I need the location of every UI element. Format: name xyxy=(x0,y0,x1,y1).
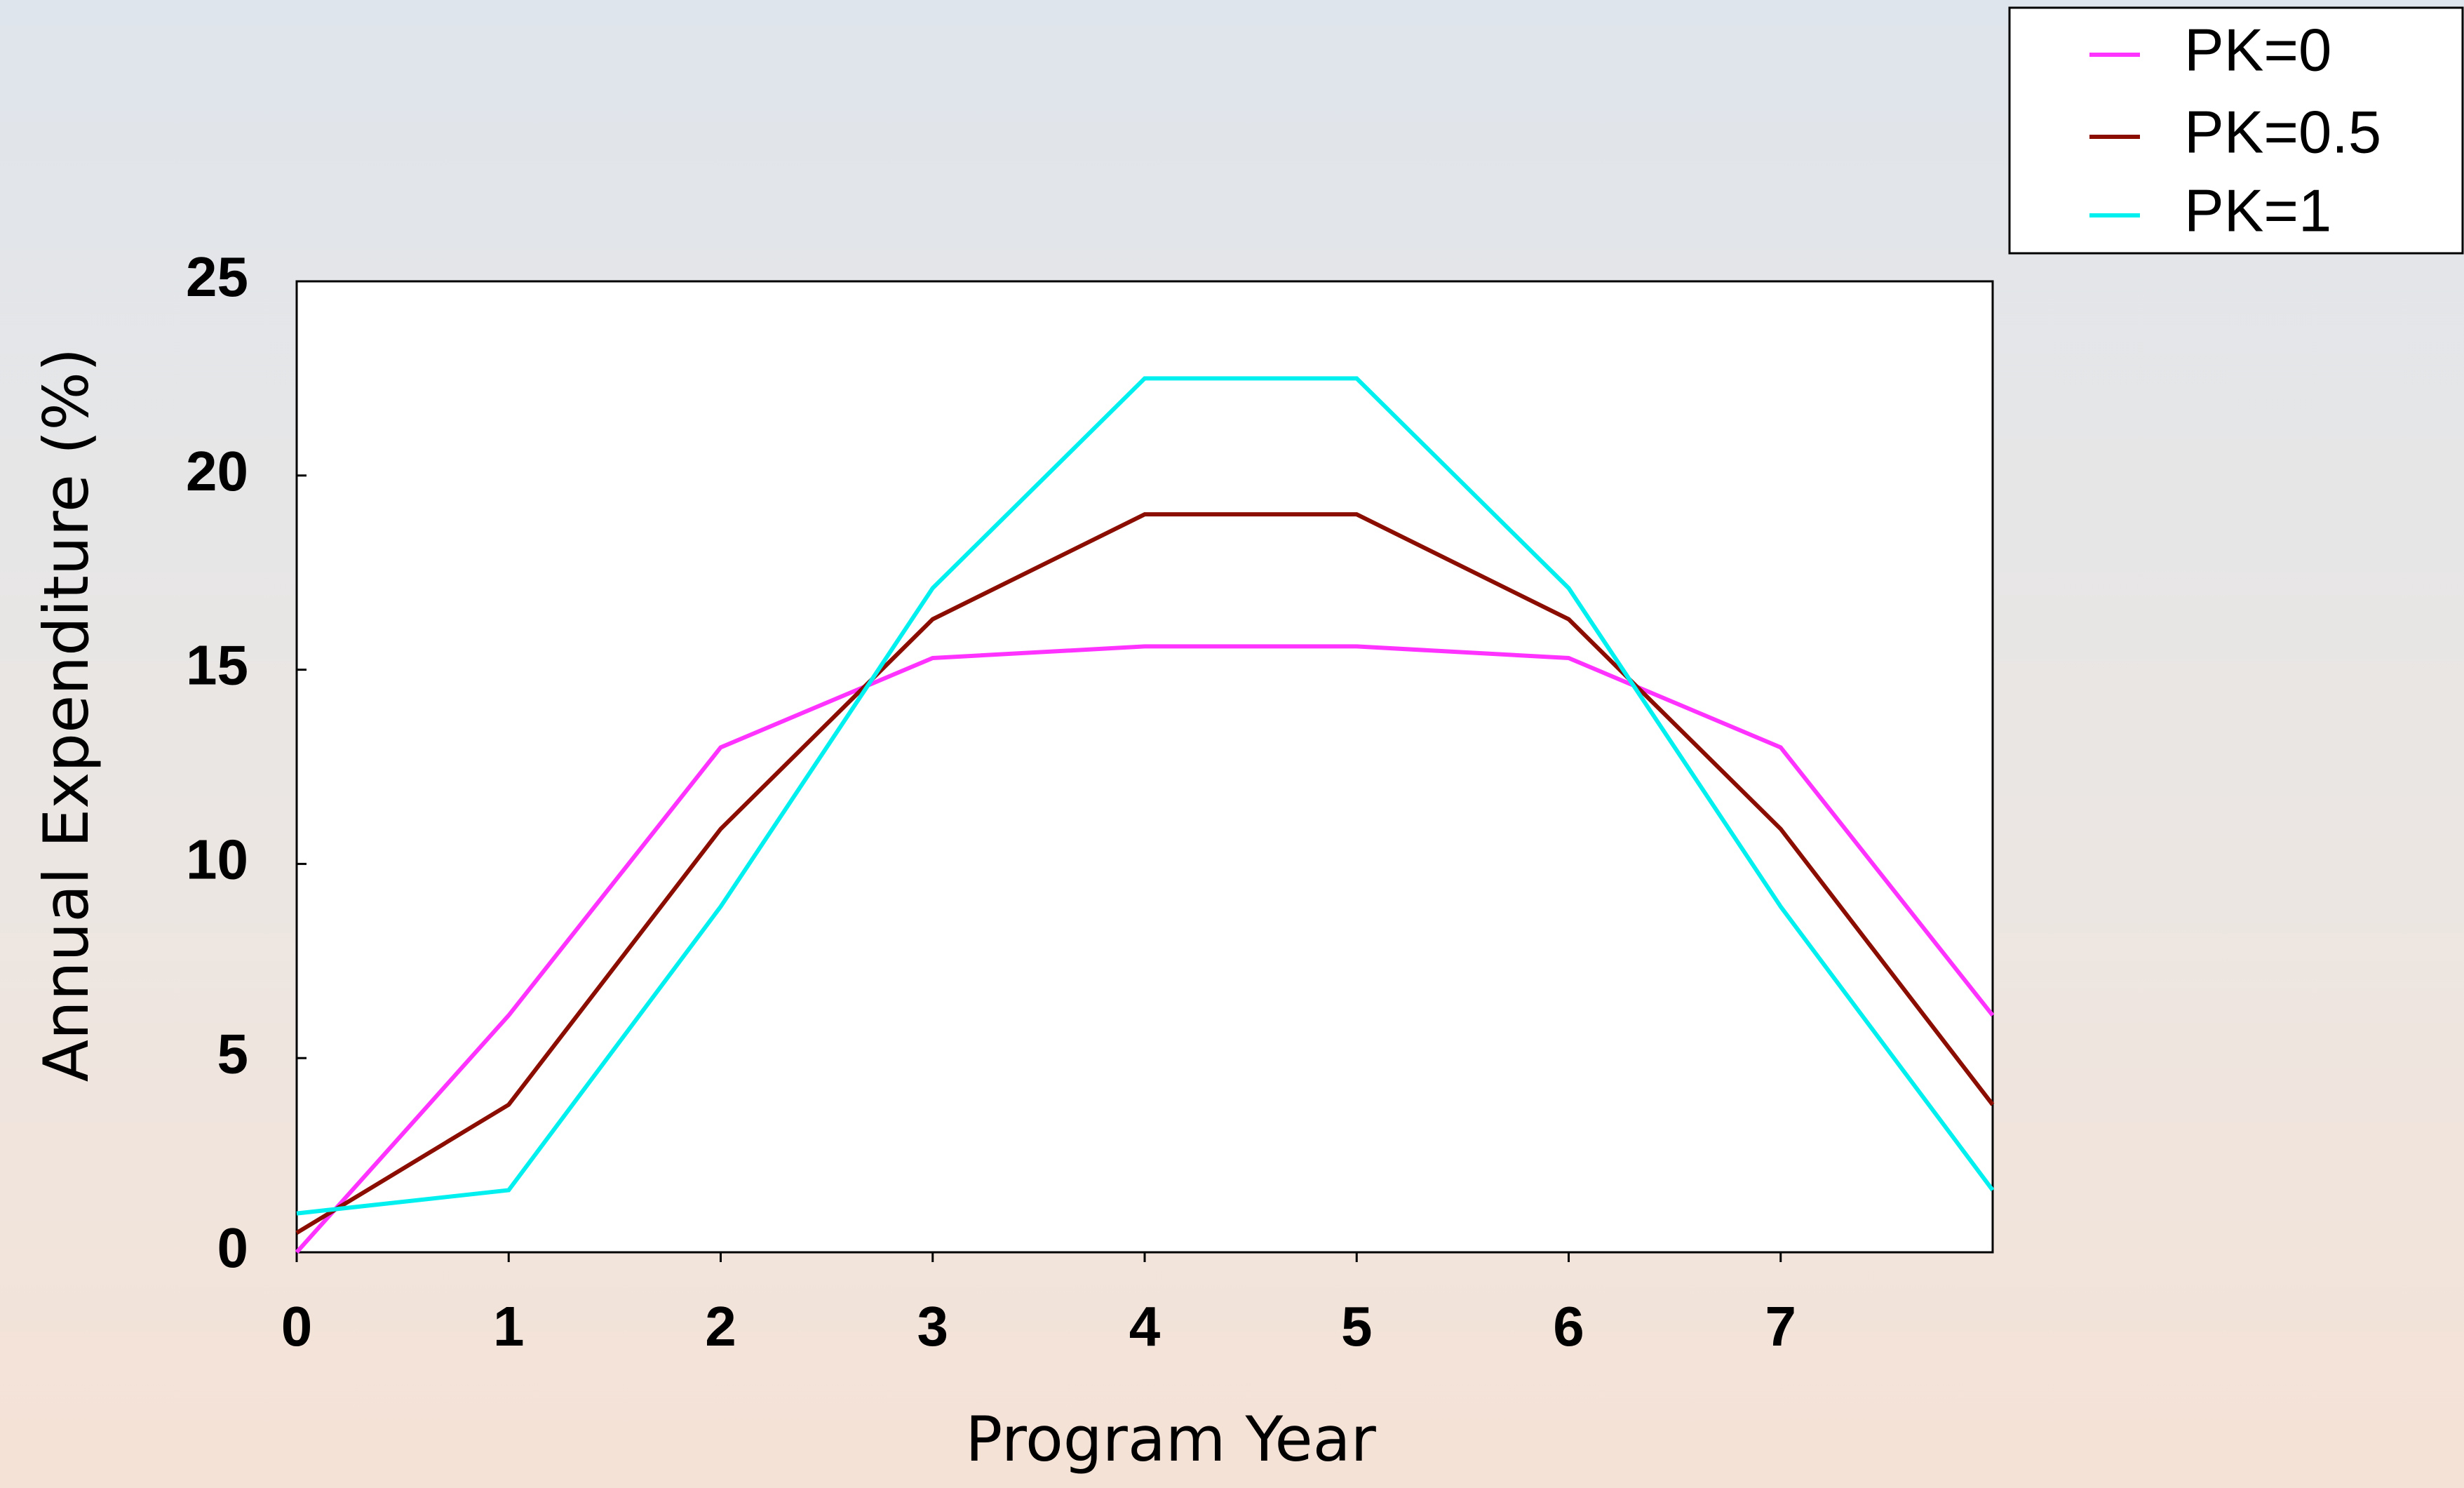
page: Program Year Annual Expenditure (%) 0510… xyxy=(0,0,2464,1488)
legend-label: PK=0 xyxy=(2184,17,2331,83)
y-tick-label: 0 xyxy=(217,1216,249,1279)
x-tick-label: 7 xyxy=(1765,1295,1797,1358)
y-axis-label: Annual Expenditure (%) xyxy=(30,348,102,1083)
legend-label: PK=1 xyxy=(2184,177,2331,244)
y-tick-label: 25 xyxy=(186,246,248,308)
x-tick-label: 1 xyxy=(493,1295,525,1358)
x-tick-label: 3 xyxy=(917,1295,949,1358)
x-tick-label: 0 xyxy=(281,1295,313,1358)
x-tick-label: 4 xyxy=(1129,1295,1161,1358)
y-tick-label: 5 xyxy=(217,1022,249,1085)
y-tick-label: 20 xyxy=(186,440,248,502)
x-axis-label: Program Year xyxy=(965,1403,1376,1475)
legend-label: PK=0.5 xyxy=(2184,99,2381,166)
chart: Program Year Annual Expenditure (%) 0510… xyxy=(0,0,2464,1488)
x-tick-label: 2 xyxy=(705,1295,736,1358)
x-tick-label: 6 xyxy=(1553,1295,1584,1358)
y-tick-label: 10 xyxy=(186,829,248,891)
plot-area xyxy=(297,281,1993,1252)
y-tick-label: 15 xyxy=(186,634,248,697)
x-tick-label: 5 xyxy=(1341,1295,1373,1358)
